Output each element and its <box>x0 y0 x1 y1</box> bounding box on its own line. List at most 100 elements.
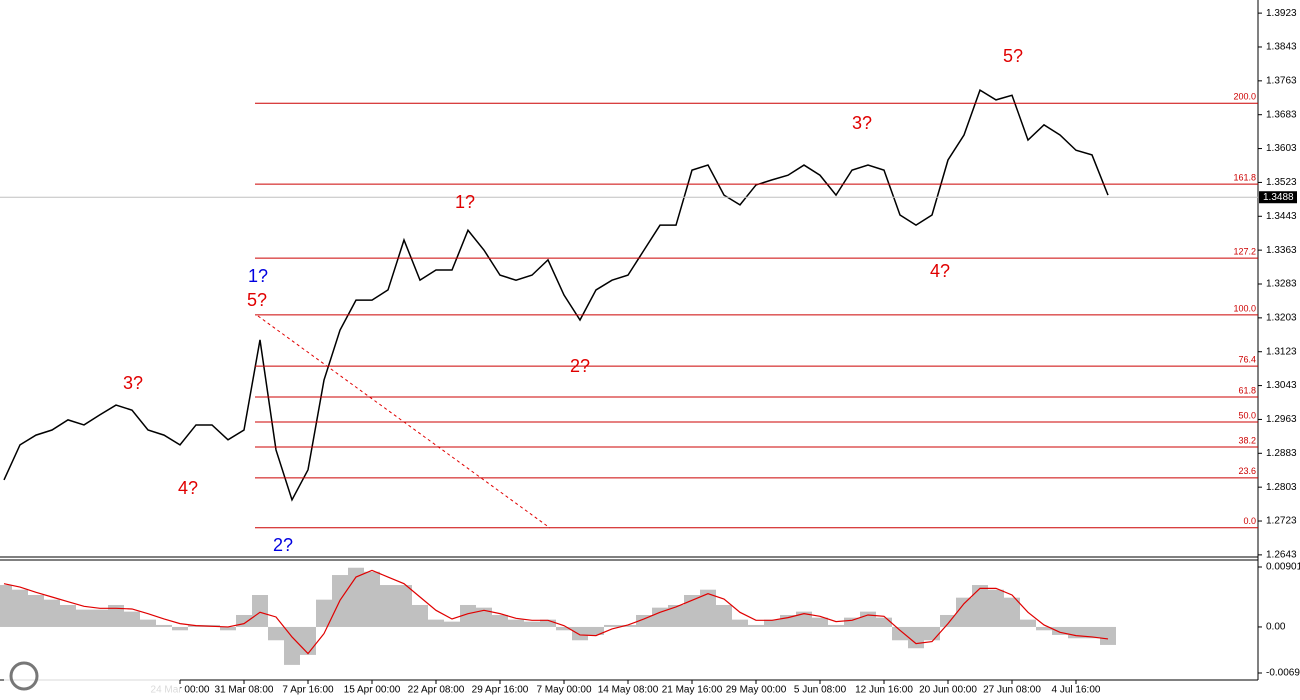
histogram-bar <box>460 604 476 627</box>
histogram-bar <box>604 624 620 627</box>
x-tick-label: 22 Apr 08:00 <box>408 685 465 696</box>
histogram-bar <box>1020 619 1036 627</box>
fib-label: 200.0 <box>1233 92 1256 102</box>
histogram-bar <box>124 611 140 627</box>
wave-label: 2? <box>273 535 293 555</box>
histogram-bar <box>892 626 908 641</box>
y-tick-label: 1.3843 <box>1266 42 1297 53</box>
watermark <box>4 655 180 697</box>
histogram-bar <box>1036 626 1052 631</box>
signal-line <box>3 569 1109 655</box>
y-tick-label: 1.2643 <box>1266 550 1297 561</box>
wave-label: 3? <box>852 113 872 133</box>
fib-label: 61.8 <box>1238 385 1256 395</box>
x-tick-label: 27 Jun 08:00 <box>983 685 1041 696</box>
fib-label: 76.4 <box>1238 354 1256 364</box>
y-tick-label: 1.2883 <box>1266 448 1297 459</box>
wave-label: 4? <box>930 261 950 281</box>
y-tick-label: 1.2963 <box>1266 414 1297 425</box>
watermark-box <box>4 655 180 697</box>
histogram-bar <box>844 617 860 627</box>
histogram-bar <box>684 595 700 627</box>
histogram-bar <box>652 607 668 627</box>
y-tick-label: 1.3043 <box>1266 380 1297 391</box>
price-line <box>3 89 1109 502</box>
histogram-bar <box>508 619 524 627</box>
fib-label: 100.0 <box>1233 303 1256 313</box>
wave-label: 5? <box>1003 46 1023 66</box>
fib-label: 23.6 <box>1238 466 1256 476</box>
histogram-bar <box>492 614 508 627</box>
y-tick-label: 1.3683 <box>1266 109 1297 120</box>
histogram-bar <box>908 626 924 649</box>
y-tick-label: 1.3363 <box>1266 245 1297 256</box>
x-tick-label: 12 Jun 16:00 <box>855 685 913 696</box>
y-tick-label: 1.3123 <box>1266 346 1297 357</box>
histogram-bar <box>828 624 844 627</box>
wave-label: 2? <box>570 356 590 376</box>
histogram-bar <box>748 624 764 627</box>
x-tick-label: 31 Mar 08:00 <box>215 685 274 696</box>
histogram-bar <box>60 604 76 627</box>
histogram-bar <box>172 626 188 631</box>
histogram-bar <box>412 604 428 627</box>
histogram-bar <box>636 614 652 627</box>
osc-y-tick-label: 0.00 <box>1266 622 1286 633</box>
histogram-bar <box>956 597 972 627</box>
osc-y-tick-label: 0.00901 <box>1266 562 1300 573</box>
histogram-bar <box>220 626 236 631</box>
histogram-bar <box>716 604 732 627</box>
x-tick-label: 29 May 00:00 <box>726 685 787 696</box>
histogram-bar <box>732 619 748 627</box>
wave-label: 3? <box>123 373 143 393</box>
histogram-bar <box>316 599 332 627</box>
fib-label: 127.2 <box>1233 247 1256 257</box>
histogram-bar <box>364 571 380 627</box>
fib-label: 38.2 <box>1238 435 1256 445</box>
osc-y-tick-label: -0.00692 <box>1266 668 1300 679</box>
histogram-bar <box>76 609 92 627</box>
histogram-bar <box>780 614 796 627</box>
histogram-bar <box>1004 597 1020 627</box>
x-tick-label: 21 May 16:00 <box>662 685 723 696</box>
histogram-bar <box>700 589 716 627</box>
histogram-bar <box>572 626 588 641</box>
histogram-bar <box>108 604 124 627</box>
histogram-bar <box>156 624 172 627</box>
x-tick-label: 24 Mar 00:00 <box>151 685 210 696</box>
histogram-bar <box>556 626 572 631</box>
histogram-bar <box>268 626 284 641</box>
histogram-bar <box>444 621 460 627</box>
wave-label: 1? <box>455 192 475 212</box>
histogram-bar <box>972 585 988 627</box>
histogram-bar <box>300 626 316 655</box>
wave-label: 1? <box>248 266 268 286</box>
histogram-bar <box>588 626 604 635</box>
histogram-bar <box>1052 626 1068 635</box>
y-tick-label: 1.2803 <box>1266 482 1297 493</box>
fib-label: 50.0 <box>1238 410 1256 420</box>
x-tick-label: 4 Jul 16:00 <box>1052 685 1101 696</box>
histogram-bar <box>380 585 396 627</box>
x-tick-label: 7 Apr 16:00 <box>282 685 334 696</box>
fib-label: 161.8 <box>1233 172 1256 182</box>
last-price-box <box>1259 191 1297 204</box>
y-tick-label: 1.3603 <box>1266 143 1297 154</box>
x-tick-label: 7 May 00:00 <box>536 685 591 696</box>
histogram-bar <box>764 619 780 627</box>
x-tick-label: 15 Apr 00:00 <box>344 685 401 696</box>
histogram-bar <box>620 624 636 627</box>
y-tick-label: 1.3523 <box>1266 177 1297 188</box>
histogram-bar <box>524 621 540 627</box>
histogram-bar <box>1084 626 1100 639</box>
wave-label: 4? <box>178 478 198 498</box>
y-tick-label: 1.3443 <box>1266 211 1297 222</box>
y-tick-label: 1.3763 <box>1266 75 1297 86</box>
x-tick-label: 29 Apr 16:00 <box>472 685 529 696</box>
y-tick-label: 1.3923 <box>1266 8 1297 19</box>
histogram-bar <box>284 626 300 665</box>
wave-label: 5? <box>247 290 267 310</box>
fib-label: 0.0 <box>1243 516 1256 526</box>
